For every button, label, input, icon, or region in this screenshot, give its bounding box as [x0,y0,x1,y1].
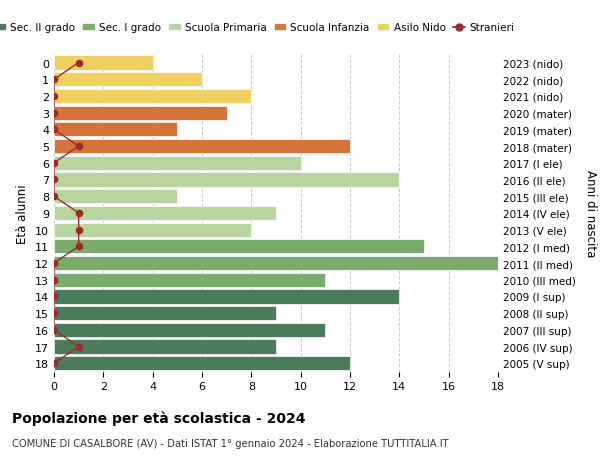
Bar [54,140,350,154]
Bar [54,157,301,170]
Bar [54,106,227,121]
Text: COMUNE DI CASALBORE (AV) - Dati ISTAT 1° gennaio 2024 - Elaborazione TUTTITALIA.: COMUNE DI CASALBORE (AV) - Dati ISTAT 1°… [12,438,449,448]
Bar [54,306,276,320]
Bar [54,207,276,220]
Bar [54,240,424,254]
Bar [54,123,178,137]
Bar [54,173,400,187]
Legend: Sec. II grado, Sec. I grado, Scuola Primaria, Scuola Infanzia, Asilo Nido, Stran: Sec. II grado, Sec. I grado, Scuola Prim… [0,19,518,37]
Bar [54,356,350,370]
Bar [54,56,152,71]
Bar [54,73,202,87]
Bar [54,323,325,337]
Bar [54,223,251,237]
Text: Popolazione per età scolastica - 2024: Popolazione per età scolastica - 2024 [12,411,305,425]
Bar [54,90,251,104]
Bar [54,190,178,204]
Y-axis label: Età alunni: Età alunni [16,184,29,243]
Bar [54,290,400,304]
Bar [54,257,498,270]
Y-axis label: Anni di nascita: Anni di nascita [584,170,597,257]
Bar [54,340,276,354]
Bar [54,273,325,287]
